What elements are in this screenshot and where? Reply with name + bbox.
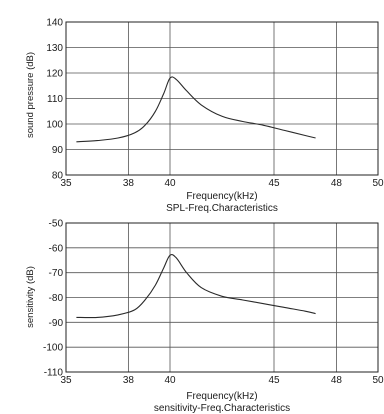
spl-x-tick-label: 40: [164, 178, 176, 189]
sensitivity-y-ticks: -50 -60 -70 -80 -90 -100 -110: [43, 219, 63, 379]
spl-grid: [65, 21, 379, 176]
sens-y-tick-label: -110: [44, 368, 64, 379]
sens-y-tick-label: -60: [49, 243, 64, 254]
spl-y-tick-label: 80: [52, 171, 64, 182]
spl-x-tick-label: 48: [331, 178, 343, 189]
sens-x-tick-label: 38: [123, 375, 135, 386]
sensitivity-x-axis-label: Frequency(kHz): [186, 391, 257, 402]
sensitivity-chart-subtitle: sensitivity-Freq.Characteristics: [154, 403, 290, 414]
sensitivity-chart: -50 -60 -70 -80 -90 -100 -110 35 38 40 45 48 50 sen…: [25, 219, 384, 414]
spl-x-tick-label: 35: [60, 178, 72, 189]
sens-x-tick-label: 40: [164, 375, 176, 386]
sens-y-tick-label: -50: [49, 219, 64, 230]
spl-y-ticks: 80 90 100 110 120 130 140: [46, 18, 63, 182]
spl-y-tick-label: 100: [46, 120, 63, 131]
spl-x-tick-label: 45: [268, 178, 280, 189]
sensitivity-x-ticks: 35 38 40 45 48 50: [60, 375, 384, 386]
sens-x-tick-label: 45: [268, 375, 280, 386]
spl-y-tick-label: 120: [46, 69, 63, 80]
spl-x-ticks: 35 38 40 45 48 50: [60, 178, 384, 189]
spl-plot-frame: [65, 21, 379, 176]
sensitivity-curve: [76, 254, 316, 319]
sensitivity-y-axis-label: sensitivity (dB): [25, 266, 36, 328]
sens-x-tick-label: 48: [331, 375, 343, 386]
sens-y-tick-label: -100: [43, 343, 63, 354]
spl-x-tick-label: 50: [372, 178, 384, 189]
sens-y-tick-label: -80: [49, 293, 64, 304]
spl-chart-subtitle: SPL-Freq.Characteristics: [166, 203, 278, 214]
sens-y-tick-label: -90: [49, 318, 64, 329]
spl-y-axis-label: sound pressure (dB): [25, 52, 36, 138]
sensitivity-grid: [65, 222, 379, 373]
spl-x-axis-label: Frequency(kHz): [186, 191, 257, 202]
sens-x-tick-label: 35: [60, 375, 72, 386]
sens-y-tick-label: -70: [49, 268, 64, 279]
spl-y-tick-label: 140: [46, 18, 63, 29]
spl-curve: [76, 76, 316, 143]
spl-y-tick-label: 130: [46, 43, 63, 54]
spl-y-tick-label: 90: [52, 145, 64, 156]
sens-x-tick-label: 50: [372, 375, 384, 386]
spl-x-tick-label: 38: [123, 178, 135, 189]
spl-chart: 80 90 100 110 120 130 140 35 38 40 45 48 50 sound p…: [25, 18, 384, 215]
sensitivity-plot-frame: [65, 222, 379, 373]
spl-y-tick-label: 110: [47, 94, 63, 105]
